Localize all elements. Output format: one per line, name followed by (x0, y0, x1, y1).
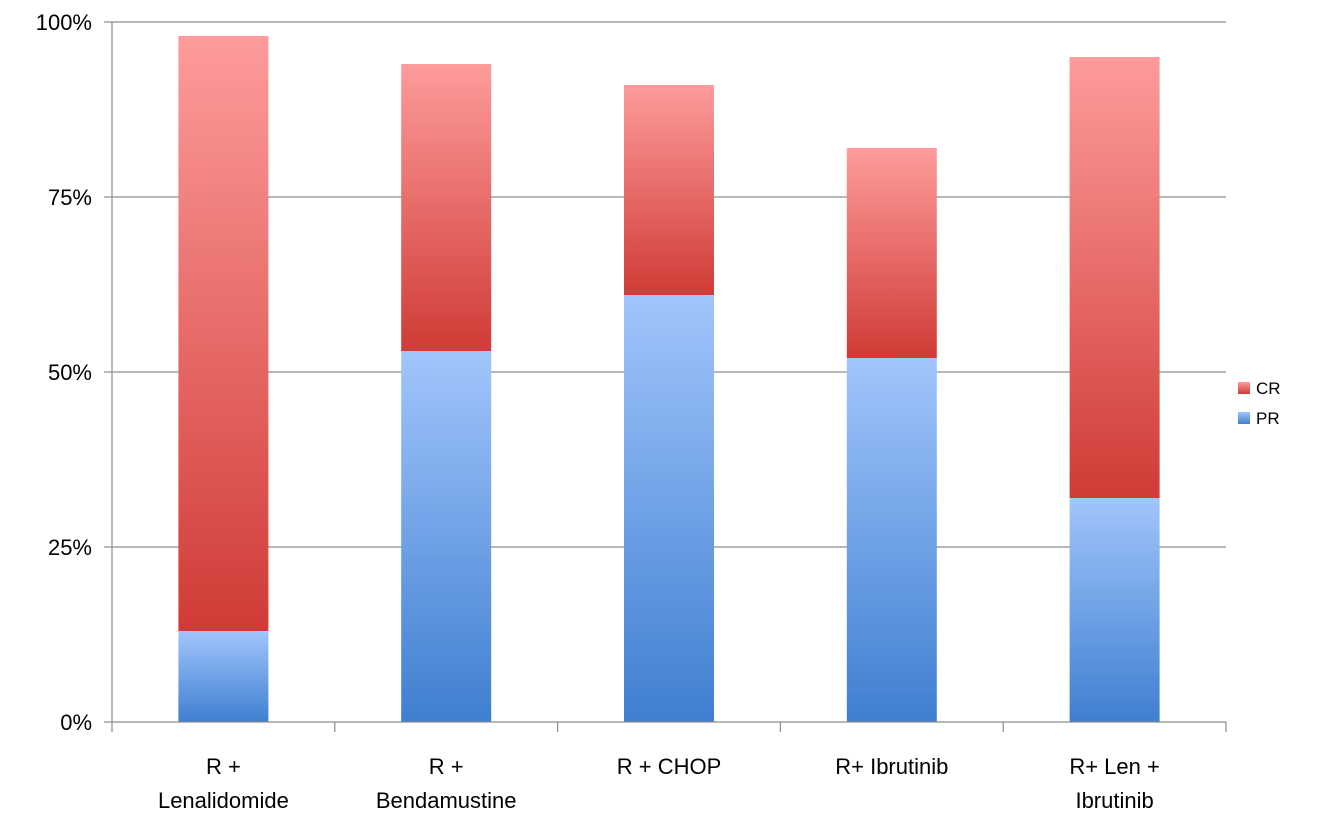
x-tick-label: Bendamustine (376, 788, 517, 813)
bar-pr (624, 295, 714, 722)
x-tick-label: R+ Ibrutinib (835, 754, 948, 779)
legend-swatch-pr (1238, 412, 1250, 424)
bar-pr (1069, 498, 1160, 722)
x-tick-label: R + (429, 754, 464, 779)
y-tick-label: 0% (60, 710, 92, 735)
bar-cr (624, 85, 714, 295)
y-tick-label: 50% (48, 360, 92, 385)
y-tick-label: 25% (48, 535, 92, 560)
bar-cr (846, 148, 937, 358)
legend-label-pr: PR (1256, 409, 1280, 428)
legend-swatch-cr (1238, 382, 1250, 394)
x-tick-label: R + (206, 754, 241, 779)
legend-label-cr: CR (1256, 379, 1281, 398)
y-tick-label: 75% (48, 185, 92, 210)
bar-pr (178, 631, 269, 722)
x-tick-label: R + CHOP (617, 754, 722, 779)
x-tick-label: Lenalidomide (158, 788, 289, 813)
bar-cr (1069, 57, 1160, 498)
axes: 0% 25% 50% 75% 100% R + Lenalidomide R + Bendamu… (36, 10, 1227, 813)
x-tick-label: Ibrutinib (1075, 788, 1153, 813)
bar-pr (401, 351, 492, 722)
bars (178, 36, 1160, 722)
bar-cr (178, 36, 269, 631)
legend: CR PR (1238, 379, 1281, 428)
bar-cr (401, 64, 492, 351)
y-tick-label: 100% (36, 10, 92, 35)
x-tick-label: R+ Len + (1069, 754, 1160, 779)
bar-pr (846, 358, 937, 722)
